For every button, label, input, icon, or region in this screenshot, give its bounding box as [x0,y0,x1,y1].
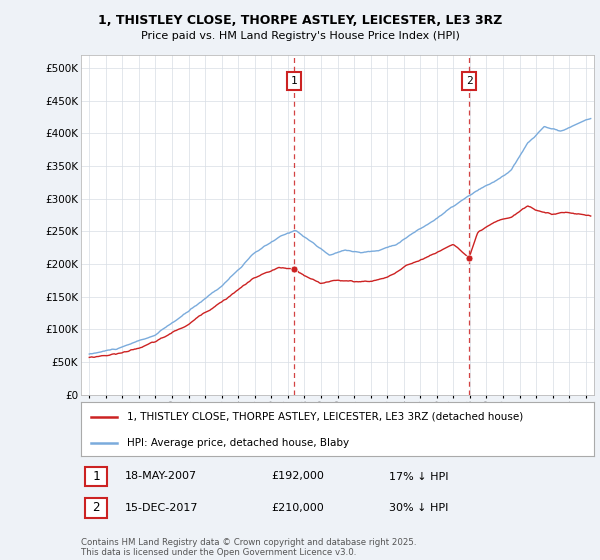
Text: 2: 2 [466,76,473,86]
Text: 30% ↓ HPI: 30% ↓ HPI [389,503,448,513]
Text: Contains HM Land Registry data © Crown copyright and database right 2025.
This d: Contains HM Land Registry data © Crown c… [81,538,416,557]
Text: HPI: Average price, detached house, Blaby: HPI: Average price, detached house, Blab… [127,438,349,447]
Text: 1, THISTLEY CLOSE, THORPE ASTLEY, LEICESTER, LE3 3RZ: 1, THISTLEY CLOSE, THORPE ASTLEY, LEICES… [98,14,502,27]
Text: 1: 1 [291,76,298,86]
FancyBboxPatch shape [85,498,107,517]
Text: £192,000: £192,000 [271,472,323,482]
Text: 18-MAY-2007: 18-MAY-2007 [125,472,197,482]
Text: £210,000: £210,000 [271,503,323,513]
Text: 1, THISTLEY CLOSE, THORPE ASTLEY, LEICESTER, LE3 3RZ (detached house): 1, THISTLEY CLOSE, THORPE ASTLEY, LEICES… [127,412,523,422]
Text: 2: 2 [92,501,100,515]
Text: Price paid vs. HM Land Registry's House Price Index (HPI): Price paid vs. HM Land Registry's House … [140,31,460,41]
Text: 17% ↓ HPI: 17% ↓ HPI [389,472,448,482]
FancyBboxPatch shape [85,466,107,486]
Text: 1: 1 [92,470,100,483]
Text: 15-DEC-2017: 15-DEC-2017 [125,503,198,513]
